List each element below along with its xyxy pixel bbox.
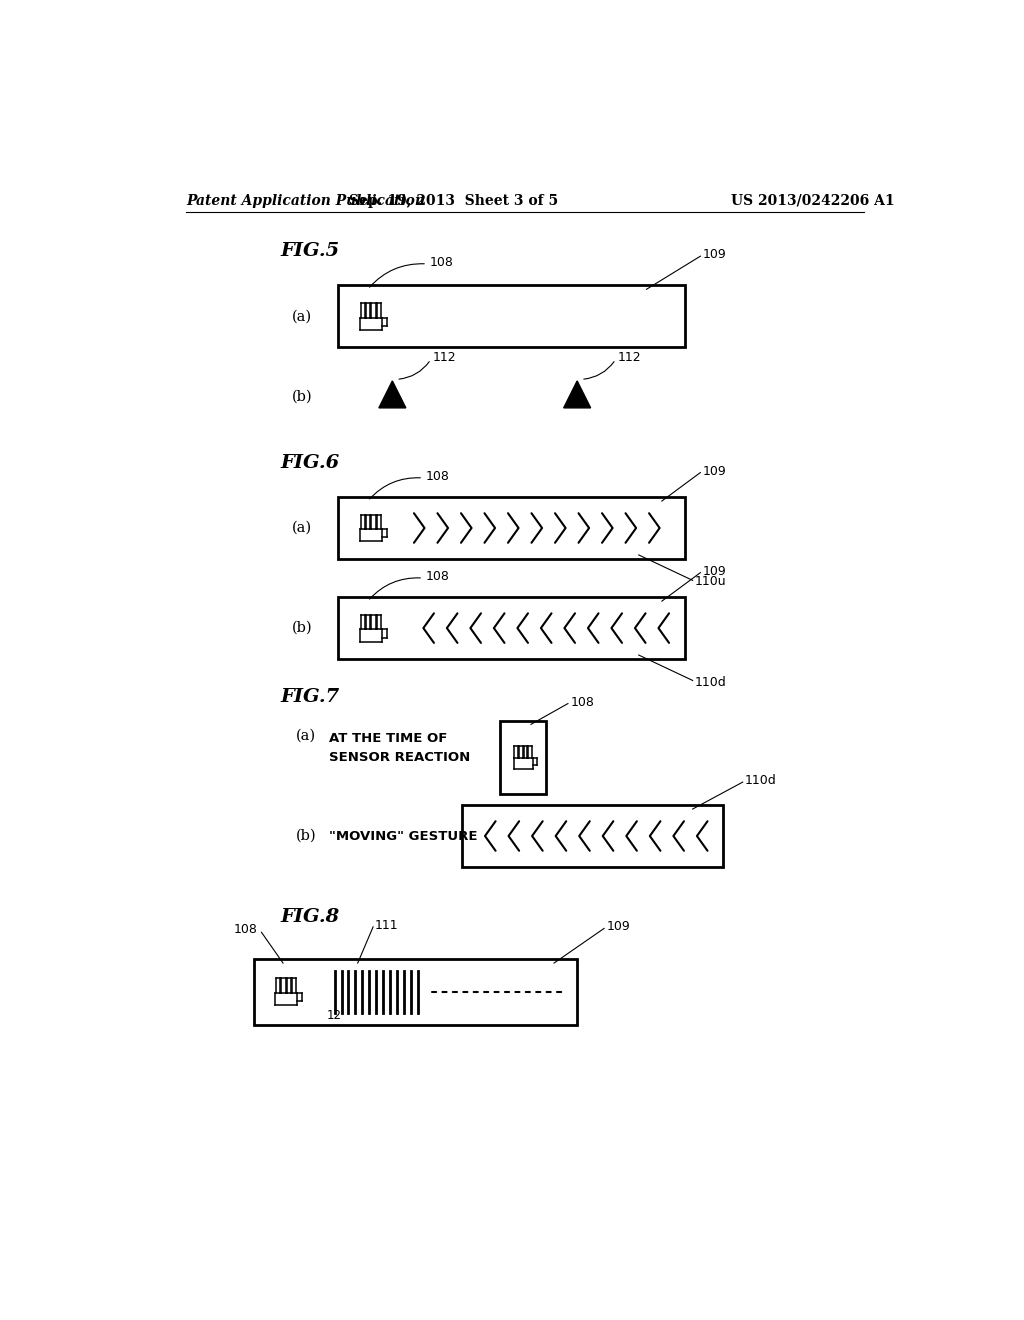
Text: 12: 12 [327, 1008, 342, 1022]
Text: 108: 108 [429, 256, 454, 269]
Bar [339, 498, 685, 558]
Text: Patent Application Publication: Patent Application Publication [186, 194, 425, 207]
Text: 110d: 110d [745, 774, 777, 787]
Bar [462, 805, 724, 867]
Text: "MOVING" GESTURE: "MOVING" GESTURE [330, 829, 478, 842]
Text: (b): (b) [292, 622, 313, 635]
Text: 108: 108 [233, 924, 258, 936]
Text: FIG.6: FIG.6 [281, 454, 340, 471]
Text: (a): (a) [296, 729, 316, 743]
Text: US 2013/0242206 A1: US 2013/0242206 A1 [731, 194, 895, 207]
Bar [339, 285, 685, 347]
Polygon shape [379, 381, 406, 408]
Text: FIG.5: FIG.5 [281, 242, 340, 260]
Text: 109: 109 [702, 565, 726, 578]
Text: (b): (b) [292, 391, 313, 404]
Text: Sep. 19, 2013  Sheet 3 of 5: Sep. 19, 2013 Sheet 3 of 5 [349, 194, 558, 207]
Text: 108: 108 [425, 570, 450, 583]
Polygon shape [563, 381, 591, 408]
Bar [339, 597, 685, 659]
Text: 109: 109 [702, 248, 726, 261]
Text: (a): (a) [292, 309, 312, 323]
Bar [500, 721, 547, 793]
Bar [254, 960, 578, 1024]
Text: 112: 112 [617, 351, 642, 364]
Text: 109: 109 [606, 920, 630, 933]
Text: AT THE TIME OF
SENSOR REACTION: AT THE TIME OF SENSOR REACTION [330, 733, 470, 764]
Text: 110u: 110u [695, 576, 727, 589]
Text: 112: 112 [433, 351, 457, 364]
Text: 111: 111 [375, 919, 398, 932]
Text: 109: 109 [702, 465, 726, 478]
Text: FIG.8: FIG.8 [281, 908, 340, 925]
Text: 108: 108 [425, 470, 450, 483]
Text: FIG.7: FIG.7 [281, 689, 340, 706]
Text: 108: 108 [570, 696, 594, 709]
Text: (b): (b) [296, 829, 316, 843]
Text: 110d: 110d [695, 676, 727, 689]
Text: (a): (a) [292, 521, 312, 535]
